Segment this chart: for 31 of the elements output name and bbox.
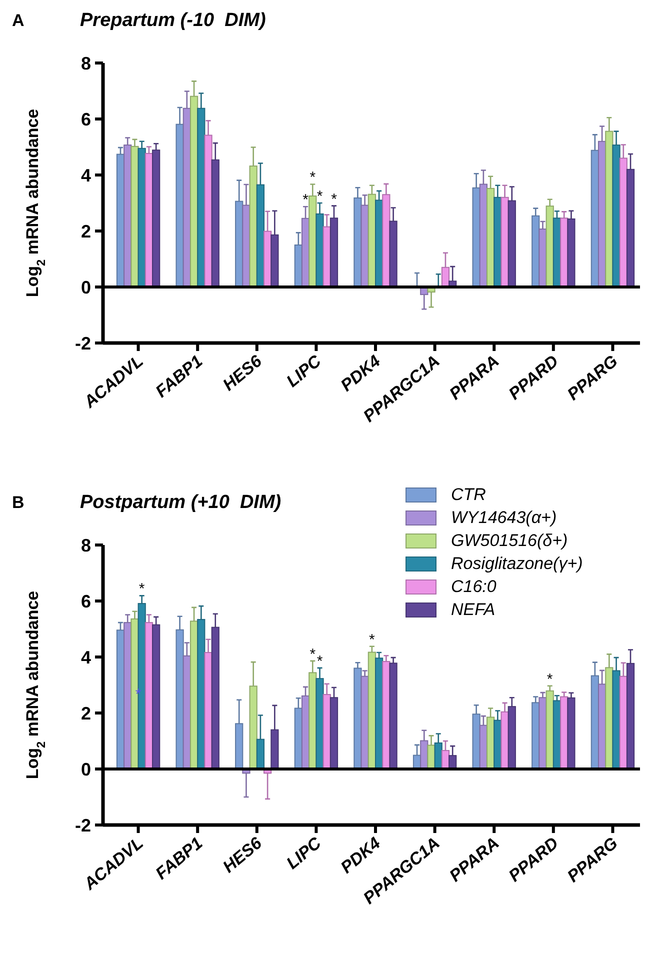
chart-title: Postpartum (+10 DIM) [80, 492, 282, 513]
y-tick-label: 2 [80, 703, 91, 724]
y-tick-label: 8 [80, 53, 91, 74]
y-tick-label: 0 [80, 759, 91, 780]
legend-label: GW501516(δ+) [451, 531, 568, 550]
y-tick-label: 6 [80, 109, 91, 130]
data-label: * [369, 631, 376, 648]
y-tick-label: 8 [80, 535, 91, 556]
data-label: * [546, 670, 553, 688]
y-tick-label: 2 [80, 221, 91, 242]
data-label: * [316, 188, 323, 205]
y-tick-label: 4 [80, 647, 91, 668]
data-label: * [331, 190, 338, 208]
y-tick-label: 4 [80, 165, 91, 186]
chart-title: Prepartum (-10 DIM) [80, 10, 266, 31]
legend-label: Rosiglitazone(γ+) [451, 554, 583, 573]
y-tick-label: -2 [74, 815, 91, 836]
legend-label: NEFA [451, 600, 496, 619]
legend-label: CTR [451, 485, 486, 504]
data-label: * [310, 169, 316, 186]
text: A [12, 11, 24, 30]
y-tick-label: 0 [80, 277, 91, 298]
data-label: * [310, 646, 316, 663]
legend-label: WY14643(α+) [451, 508, 557, 527]
y-tick-label: 6 [80, 591, 91, 612]
data-label: * [316, 652, 323, 670]
text: B [12, 493, 24, 512]
data-label: * [138, 580, 145, 598]
legend-label: C16:0 [451, 577, 497, 596]
y-tick-label: -2 [74, 333, 91, 354]
data-label: * [302, 192, 309, 209]
